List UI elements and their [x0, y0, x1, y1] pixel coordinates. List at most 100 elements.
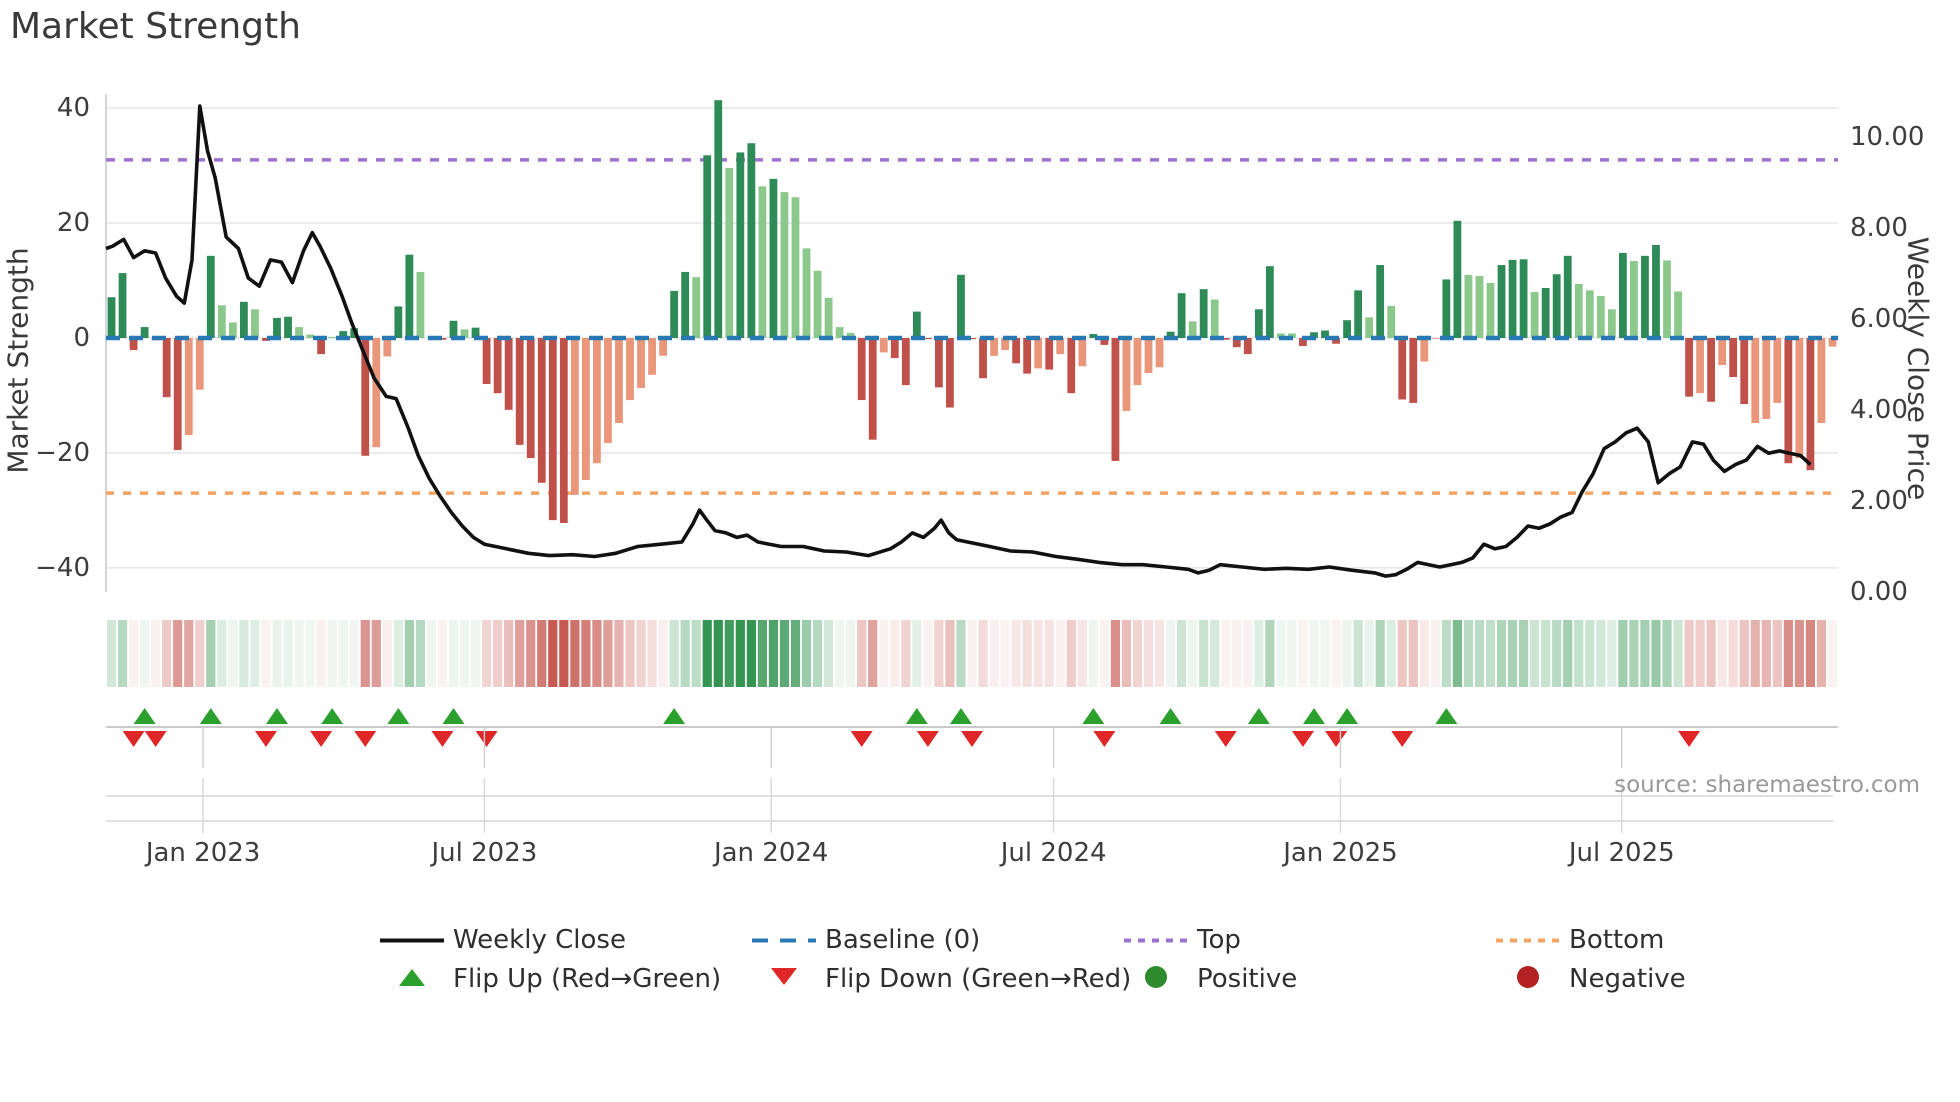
- strength-bar: [1254, 309, 1263, 338]
- strength-bar: [857, 338, 866, 401]
- heatmap-cell: [1342, 620, 1352, 687]
- strength-bar: [284, 316, 292, 338]
- heatmap-cell: [1827, 620, 1838, 687]
- heatmap-cell: [1684, 620, 1694, 687]
- strength-bar: [328, 336, 337, 338]
- heatmap-cell: [890, 620, 900, 687]
- strength-bar: [394, 306, 403, 338]
- heatmap-cell: [1574, 620, 1584, 687]
- heatmap-cell: [106, 620, 117, 687]
- strength-bar: [1122, 338, 1131, 411]
- strength-bar: [195, 338, 204, 390]
- strength-bar: [1199, 289, 1208, 338]
- heatmap-cell: [537, 620, 547, 687]
- heatmap-cell: [735, 620, 745, 687]
- heatmap-cell: [140, 620, 150, 687]
- strength-bar: [526, 338, 535, 459]
- strength-bar: [273, 317, 281, 338]
- strength-bar: [1276, 333, 1285, 338]
- heatmap-cell: [1055, 620, 1065, 687]
- x-axis-tick: Jan 2025: [1283, 838, 1398, 868]
- strength-bar: [846, 332, 855, 338]
- strength-bar: [1475, 275, 1484, 338]
- strength-bar: [206, 255, 215, 338]
- heatmap-cell: [481, 620, 492, 687]
- legend-glyph-dash-icon: [752, 931, 816, 950]
- heatmap-cell: [1088, 620, 1098, 687]
- heatmap-cell: [1739, 620, 1749, 687]
- heatmap-cell: [1188, 620, 1198, 687]
- strength-bar: [1685, 338, 1693, 397]
- y-axis-tick-left: 0: [73, 323, 90, 353]
- strength-bar: [626, 338, 634, 401]
- strength-bar: [1552, 274, 1561, 338]
- heatmap-cell: [812, 620, 823, 687]
- strength-bar: [1177, 293, 1186, 338]
- legend-glyph-line-icon: [380, 931, 444, 950]
- strength-bar: [659, 338, 668, 356]
- heatmap-cell: [978, 620, 988, 687]
- heatmap-cell: [934, 620, 944, 687]
- legend-label: Bottom: [1569, 925, 1665, 955]
- strength-bar: [1144, 338, 1153, 374]
- strength-bar: [140, 327, 149, 338]
- legend-glyph-dots-icon: [1124, 931, 1188, 950]
- strength-bar: [879, 338, 888, 353]
- strength-bar: [1243, 338, 1252, 355]
- heatmap-cell: [1651, 620, 1661, 687]
- legend-glyph-triangle-down-icon: [769, 966, 799, 992]
- heatmap-cell: [1287, 620, 1297, 687]
- strength-bar: [107, 297, 116, 338]
- heatmap-cell: [1541, 620, 1551, 687]
- strength-bar: [604, 338, 612, 444]
- heatmap-cell: [426, 620, 437, 687]
- flip-down-marker: [354, 731, 377, 747]
- strength-bar: [1310, 332, 1318, 338]
- heatmap-cell: [1022, 620, 1032, 687]
- strength-bar: [890, 338, 899, 359]
- strength-bar: [1817, 338, 1826, 424]
- heatmap-cell: [393, 620, 403, 687]
- heatmap-cell: [647, 620, 657, 687]
- heatmap-cell: [206, 620, 216, 687]
- strength-bar: [1674, 291, 1682, 338]
- heatmap-cell: [559, 620, 569, 687]
- legend-label: Top: [1197, 925, 1241, 955]
- heatmap-cell: [1794, 620, 1804, 687]
- heatmap-cell: [1783, 620, 1793, 687]
- strength-bar: [868, 338, 877, 440]
- strength-bar: [747, 143, 756, 338]
- strength-bar: [1078, 338, 1087, 367]
- strength-bar: [1232, 338, 1241, 348]
- heatmap-cell: [923, 620, 933, 687]
- heatmap-cell: [470, 620, 481, 687]
- heatmap-cell: [1662, 620, 1672, 687]
- y-axis-tick-right: 6.00: [1850, 304, 1908, 334]
- y-axis-tick-right: 0.00: [1850, 577, 1908, 607]
- legend-label: Negative: [1569, 964, 1686, 994]
- heatmap-cell: [1199, 620, 1209, 687]
- heatmap-cell: [1518, 620, 1529, 687]
- heatmap-cell: [1154, 620, 1165, 687]
- flip-up-marker: [442, 708, 465, 724]
- heatmap-cell: [493, 620, 503, 687]
- heatmap-cell: [1496, 620, 1507, 687]
- heatmap-cell: [879, 620, 889, 687]
- strength-bar: [1784, 338, 1793, 464]
- strength-bar: [1056, 338, 1065, 355]
- strength-bar: [1585, 290, 1594, 338]
- strength-bar: [460, 329, 469, 338]
- heatmap-cell: [250, 620, 260, 687]
- heatmap-cell: [305, 620, 315, 687]
- heatmap-cell: [1728, 620, 1738, 687]
- heatmap-cell: [1408, 620, 1418, 687]
- heatmap-cell: [239, 620, 249, 687]
- flip-down-marker: [1214, 731, 1237, 747]
- strength-bar: [1596, 296, 1605, 338]
- heatmap-cell: [1386, 620, 1396, 687]
- heatmap-cell: [768, 620, 779, 687]
- heatmap-cell: [801, 620, 812, 687]
- heatmap-cell: [1750, 620, 1760, 687]
- strength-bar: [239, 301, 248, 338]
- flip-down-marker: [916, 731, 939, 747]
